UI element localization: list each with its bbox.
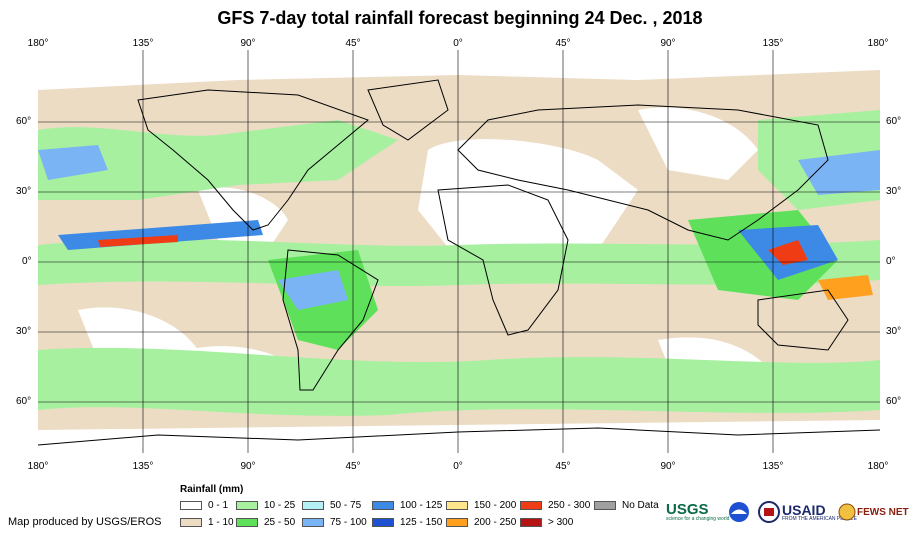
legend-label: 1 - 10: [208, 517, 234, 528]
legend-swatch: [236, 518, 258, 527]
graticule: [38, 50, 880, 453]
legend-item: 150 - 200: [446, 500, 516, 511]
lon-label: 45°: [345, 38, 361, 49]
legend-swatch: [372, 501, 394, 510]
lon-label: 90°: [240, 38, 256, 49]
lon-label: 0°: [453, 38, 463, 49]
fews-globe-icon: [838, 503, 856, 521]
legend-item: 25 - 50: [236, 517, 295, 528]
legend-swatch: [180, 501, 202, 510]
rainfall-map: [38, 50, 880, 453]
usaid-logo-text: USAID: [782, 501, 826, 518]
lon-label: 45°: [555, 461, 571, 472]
legend-label: 75 - 100: [330, 517, 367, 528]
lat-label: 30°: [886, 326, 902, 337]
lon-label: 135°: [132, 461, 154, 472]
legend-label: 150 - 200: [474, 500, 517, 511]
usaid-logo: USAID FROM THE AMERICAN PEOPLE: [758, 500, 857, 524]
map-title: GFS 7-day total rainfall forecast beginn…: [217, 8, 703, 28]
legend-swatch: [180, 518, 202, 527]
noaa-icon: [729, 502, 749, 522]
usgs-logo-tagline: science for a changing world: [666, 516, 730, 522]
lon-label: 135°: [762, 461, 784, 472]
lon-label: 180°: [27, 461, 49, 472]
legend-swatch: [372, 518, 394, 527]
legend-label: No Data: [622, 500, 659, 511]
lon-label: 180°: [27, 38, 49, 49]
legend-item: 250 - 300: [520, 500, 590, 511]
legend-item: 100 - 125: [372, 500, 442, 511]
legend-label: 50 - 75: [330, 500, 362, 511]
lat-label: 60°: [886, 116, 902, 127]
legend-title: Rainfall (mm): [180, 484, 244, 495]
lat-label: 60°: [886, 396, 902, 407]
usgs-logo-text: USGS: [666, 501, 709, 518]
usaid-seal-icon: [758, 501, 780, 523]
lon-label: 0°: [453, 461, 463, 472]
legend-label: 10 - 25: [264, 500, 296, 511]
legend-label: 0 - 1: [208, 500, 229, 511]
europe-asia: [457, 104, 829, 241]
rainfall-bands: [38, 50, 880, 453]
lat-label: 30°: [16, 186, 32, 197]
legend-item: 10 - 25: [236, 500, 295, 511]
fews-net-logo: FEWS NET: [838, 500, 909, 524]
legend-swatch: [302, 518, 324, 527]
lat-label: 30°: [886, 186, 902, 197]
legend-item: 1 - 10: [180, 517, 234, 528]
legend-item: > 300: [520, 517, 573, 528]
legend-item: 50 - 75: [302, 500, 361, 511]
lon-label: 180°: [867, 38, 889, 49]
lon-label: 135°: [132, 38, 154, 49]
lat-label: 30°: [16, 326, 32, 337]
north-america: [137, 89, 369, 231]
south-america: [282, 249, 379, 391]
lon-label: 90°: [660, 461, 676, 472]
legend-label: > 300: [548, 517, 574, 528]
lon-label: 45°: [555, 38, 571, 49]
lat-label: 60°: [16, 396, 32, 407]
legend-swatch: [236, 501, 258, 510]
lat-label: 0°: [22, 256, 32, 267]
fews-logo-text: FEWS NET: [857, 506, 909, 518]
legend-item: 200 - 250: [446, 517, 516, 528]
credit-text: Map produced by USGS/EROS: [8, 516, 162, 528]
legend-item: 75 - 100: [302, 517, 367, 528]
lon-label: 90°: [660, 38, 676, 49]
continent-outlines: [38, 79, 880, 446]
legend-item: 125 - 150: [372, 517, 442, 528]
legend-label: 100 - 125: [400, 500, 443, 511]
lon-label: 90°: [240, 461, 256, 472]
legend-swatch: [446, 501, 468, 510]
greenland: [367, 79, 449, 141]
legend-swatch: [302, 501, 324, 510]
legend-swatch: [520, 501, 542, 510]
lon-label: 45°: [345, 461, 361, 472]
australia: [757, 289, 849, 351]
africa: [437, 184, 569, 336]
legend-swatch: [594, 501, 616, 510]
lat-label: 60°: [16, 116, 32, 127]
usgs-logo: USGS science for a changing world: [666, 500, 729, 524]
lon-label: 180°: [867, 461, 889, 472]
legend-label: 25 - 50: [264, 517, 296, 528]
usaid-logo-tagline: FROM THE AMERICAN PEOPLE: [782, 515, 857, 522]
antarctica: [38, 427, 880, 446]
legend-label: 125 - 150: [400, 517, 443, 528]
lon-label: 135°: [762, 38, 784, 49]
legend-swatch: [520, 518, 542, 527]
legend-item: No Data: [594, 500, 659, 511]
legend-label: 250 - 300: [548, 500, 591, 511]
lat-label: 0°: [886, 256, 896, 267]
noaa-logo: [728, 500, 750, 524]
legend-item: 0 - 1: [180, 500, 228, 511]
legend-label: 200 - 250: [474, 517, 517, 528]
legend-swatch: [446, 518, 468, 527]
